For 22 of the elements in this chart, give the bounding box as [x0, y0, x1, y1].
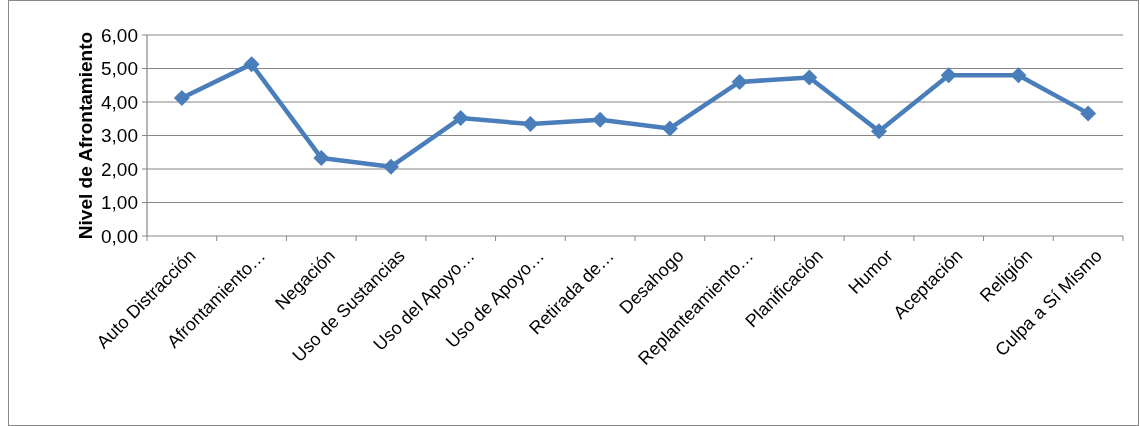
point — [661, 120, 678, 137]
point — [801, 69, 818, 86]
point — [940, 67, 957, 84]
point — [522, 116, 539, 133]
point — [243, 56, 260, 73]
y-tick-label: 1,00 — [101, 192, 138, 214]
point — [452, 110, 469, 127]
y-tick-label: 5,00 — [101, 58, 138, 80]
point — [173, 89, 190, 106]
y-tick-label: 6,00 — [101, 24, 138, 46]
y-tick-label: 0,00 — [101, 225, 138, 247]
y-tick-label: 3,00 — [101, 125, 138, 147]
point — [313, 149, 330, 166]
point — [871, 123, 887, 140]
y-tick-label: 2,00 — [101, 158, 138, 180]
point — [383, 158, 399, 175]
y-axis-title: Nivel de Afrontamiento — [75, 31, 96, 240]
point — [592, 111, 609, 128]
point — [1080, 105, 1097, 122]
y-tick-label: 4,00 — [101, 91, 138, 113]
point — [731, 73, 748, 90]
point — [1010, 67, 1027, 84]
